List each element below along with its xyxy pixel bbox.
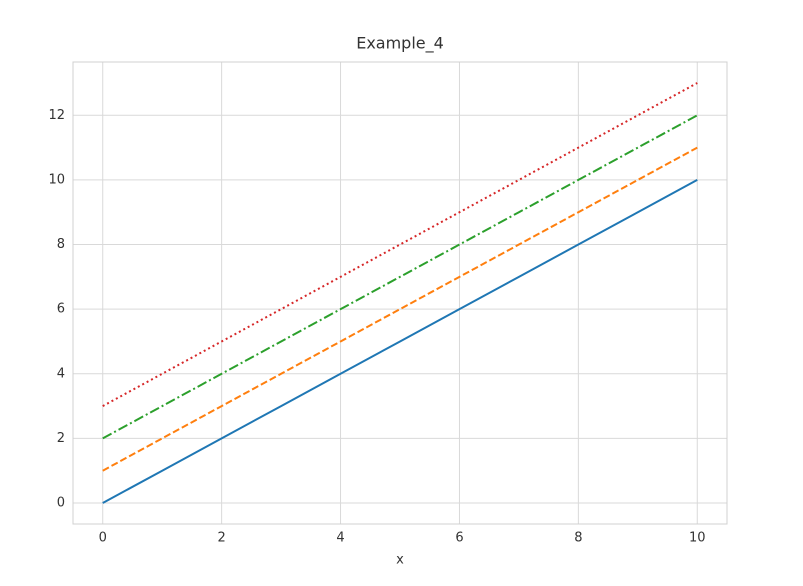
x-tick-label: 0 [99, 531, 107, 546]
plot-frame [72, 61, 728, 525]
y-tick-label: 8 [57, 237, 65, 252]
x-tick-label: 4 [336, 531, 344, 546]
chart-title: Example_4 [356, 34, 444, 54]
y-tick-label: 0 [57, 496, 65, 511]
x-tick-label: 6 [455, 531, 463, 546]
x-tick-label: 2 [217, 531, 225, 546]
x-tick-label: 8 [574, 531, 582, 546]
y-tick-label: 2 [57, 431, 65, 446]
y-tick-label: 4 [57, 366, 65, 381]
y-tick-label: 10 [48, 172, 65, 187]
y-tick-label: 6 [57, 302, 65, 317]
y-tick-label: 12 [48, 108, 65, 123]
line-series [102, 179, 698, 504]
x-tick-label: 10 [689, 531, 706, 546]
x-axis-label: x [396, 553, 404, 568]
line-series [102, 146, 698, 472]
line-series [102, 114, 698, 440]
